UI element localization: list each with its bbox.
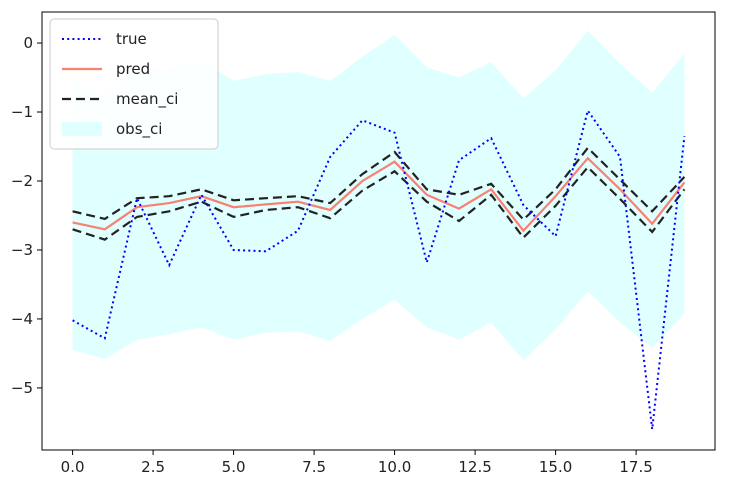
x-tick-label: 10.0 (378, 458, 411, 476)
x-tick-label: 15.0 (539, 458, 572, 476)
legend-label-true: true (116, 30, 147, 48)
axis-layer: 0.0 2.5 5.0 7.5 10.0 12.5 15.0 17.5 0 −1 −2 −3 −4 −5 (11, 34, 653, 476)
x-tick-label: 5.0 (222, 458, 246, 476)
plot-frame (41, 11, 716, 451)
legend-label-mean_ci: mean_ci (116, 90, 178, 109)
series-mean_ci-lower-line (72, 165, 686, 241)
legend: true pred mean_ci obs_ci (49, 18, 219, 150)
y-tick-label: 0 (23, 34, 33, 52)
x-tick-label: 7.5 (302, 458, 326, 476)
legend-swatch-obs_ci (62, 122, 102, 136)
y-tick-label: −4 (11, 310, 33, 328)
y-tick-label: −1 (11, 103, 33, 121)
x-tick-label: 17.5 (619, 458, 652, 476)
y-tick-label: −3 (11, 241, 33, 259)
x-tick-label: 0.0 (61, 458, 85, 476)
series-pred-line (72, 156, 686, 233)
series-mean_ci-upper-line (72, 146, 686, 222)
x-tick-label: 12.5 (458, 458, 491, 476)
series-obs_ci-band (72, 30, 685, 361)
legend-box (49, 18, 219, 150)
legend-label-pred: pred (116, 60, 150, 78)
line-layer (72, 108, 686, 430)
y-tick-label: −2 (11, 172, 33, 190)
band-layer (72, 30, 685, 361)
y-tick-label: −5 (11, 379, 33, 397)
x-tick-label: 2.5 (141, 458, 165, 476)
legend-label-obs_ci: obs_ci (116, 120, 162, 139)
